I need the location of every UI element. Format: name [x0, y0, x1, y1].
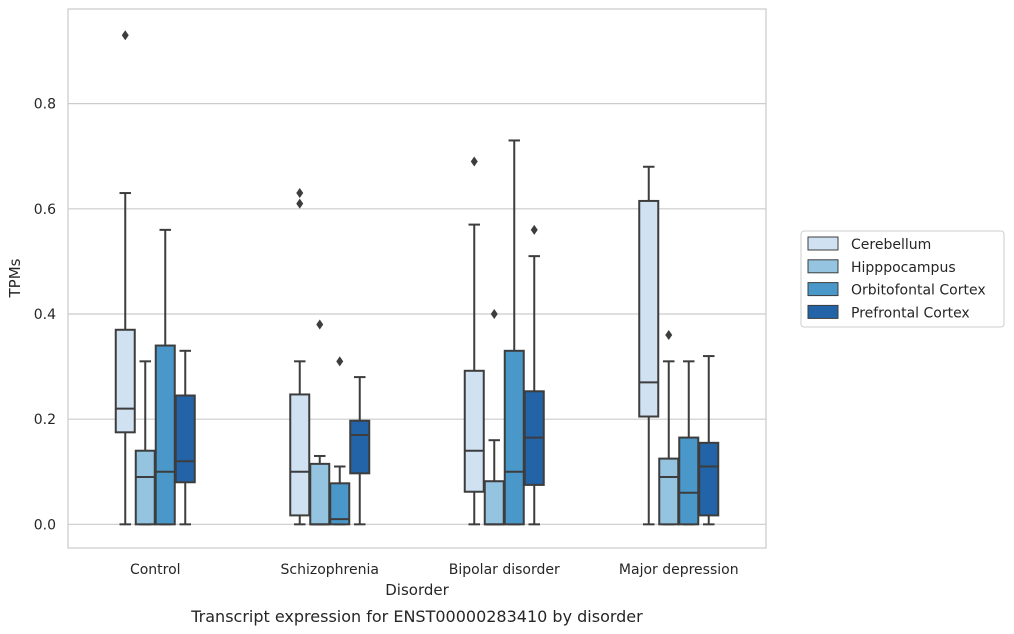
- box-group: [329, 356, 351, 526]
- x-tick-labels: Control Schizophrenia Bipolar disorder Majo…: [130, 562, 739, 578]
- box: [329, 482, 351, 526]
- box-group: [309, 319, 331, 526]
- y-axis-label: TPMs: [6, 258, 24, 298]
- box: [463, 369, 485, 493]
- legend-swatch: [807, 282, 839, 297]
- box-group: [114, 30, 136, 526]
- box: [658, 457, 680, 526]
- y-tick-label: 0.6: [34, 202, 56, 218]
- x-tick-label: Bipolar disorder: [449, 562, 560, 578]
- box: [503, 349, 525, 526]
- legend-label: Cerebellum: [851, 237, 931, 253]
- figure-caption: Transcript expression for ENST0000028341…: [190, 607, 643, 626]
- plot-frame: [67, 8, 767, 549]
- legend-label: Prefrontal Cortex: [851, 305, 970, 321]
- box: [309, 462, 331, 526]
- y-tick-label: 0.2: [34, 412, 56, 428]
- box-group: [349, 376, 371, 526]
- box: [678, 436, 700, 526]
- outlier-point: [296, 198, 304, 209]
- box: [483, 480, 505, 526]
- box-group: [289, 188, 311, 526]
- box-group: [523, 224, 545, 526]
- outlier-point: [470, 156, 478, 167]
- x-tick-label: Major depression: [619, 562, 739, 578]
- outlier-point: [336, 356, 344, 367]
- legend-swatch: [807, 236, 839, 251]
- box: [154, 344, 176, 526]
- x-tick-label: Schizophrenia: [281, 562, 379, 578]
- box: [638, 199, 660, 418]
- box: [114, 328, 136, 434]
- box-group: [174, 349, 196, 526]
- outlier-point: [296, 188, 304, 199]
- box: [349, 419, 371, 475]
- box-group: [638, 165, 660, 526]
- legend-label: Orbitofontal Cortex: [851, 283, 986, 299]
- box-group: [463, 156, 485, 526]
- legend: Cerebellum Hipppocampus Orbitofontal Corte…: [800, 230, 1005, 328]
- outlier-point: [490, 308, 498, 319]
- legend-label: Hipppocampus: [851, 260, 956, 276]
- y-tick-label: 0.4: [34, 307, 56, 323]
- x-axis-label: Disorder: [385, 581, 449, 599]
- box: [134, 449, 156, 526]
- legend-frame: [800, 230, 1005, 328]
- outlier-point: [530, 224, 538, 235]
- y-tick-label: 0.0: [34, 517, 56, 533]
- box: [174, 394, 196, 484]
- box-group: [698, 355, 720, 526]
- box-group: [483, 308, 505, 526]
- legend-swatch: [807, 259, 839, 274]
- box-series: [114, 30, 720, 526]
- y-tick-labels: 0.0 0.2 0.4 0.6 0.8: [34, 97, 56, 534]
- legend-swatch: [807, 304, 839, 319]
- outlier-point: [121, 30, 129, 41]
- outlier-point: [665, 330, 673, 341]
- y-tick-label: 0.8: [34, 97, 56, 113]
- box-group: [658, 330, 680, 526]
- outlier-point: [316, 319, 324, 330]
- x-tick-label: Control: [130, 562, 181, 578]
- box: [289, 393, 311, 517]
- box: [698, 441, 720, 517]
